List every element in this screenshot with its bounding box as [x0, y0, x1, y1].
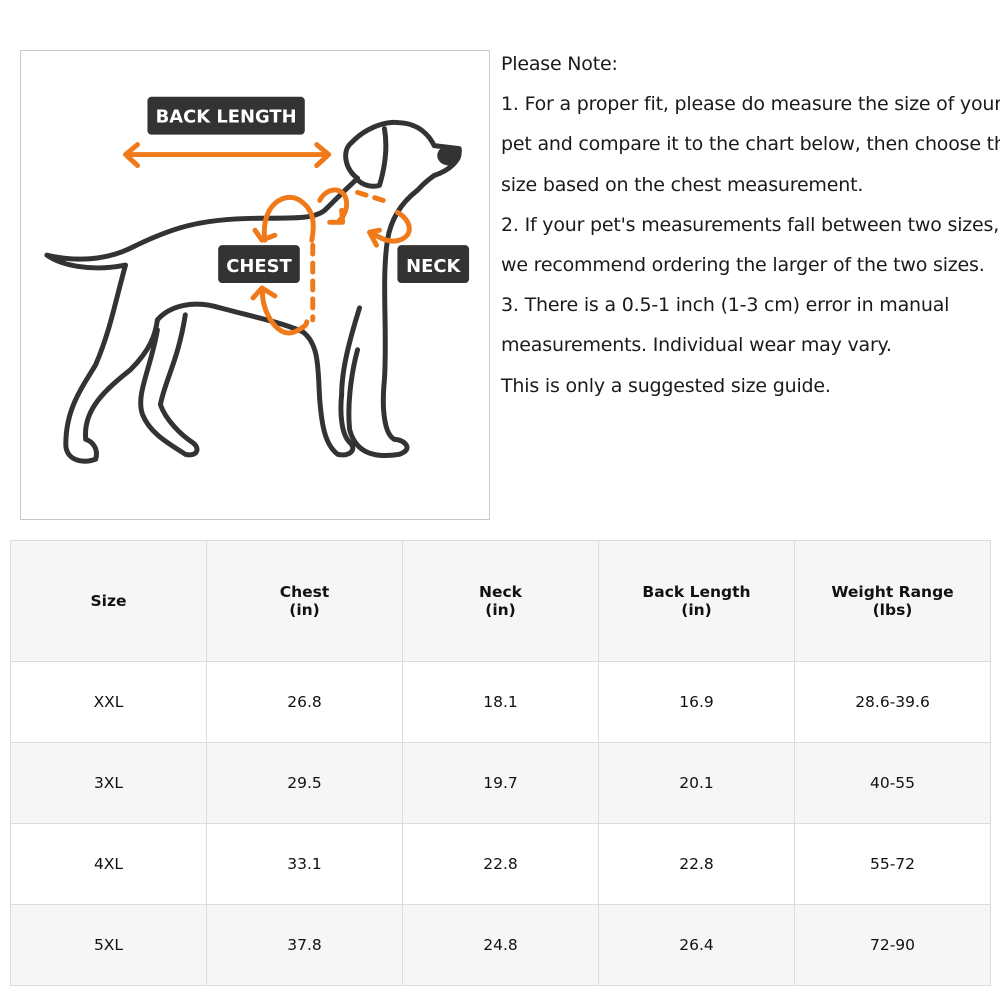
- label-back-length: BACK LENGTH: [147, 96, 305, 135]
- header-back-length: Back Length (in): [598, 540, 795, 662]
- note-line: 1. For a proper fit, please do measure t…: [501, 93, 1000, 116]
- header-weight-range: Weight Range (lbs): [794, 540, 991, 662]
- table-row: 3XL 29.5 19.7 20.1 40-55: [10, 742, 991, 824]
- header-neck: Neck (in): [402, 540, 599, 662]
- cell-size: 3XL: [10, 742, 207, 824]
- cell-chest: 26.8: [206, 661, 403, 743]
- cell-size: 4XL: [10, 823, 207, 905]
- note-line: 3. There is a 0.5-1 inch (1-3 cm) error …: [501, 294, 950, 317]
- header-chest: Chest (in): [206, 540, 403, 662]
- table-row: XXL 26.8 18.1 16.9 28.6-39.6: [10, 661, 991, 743]
- cell-neck: 24.8: [402, 904, 599, 986]
- label-neck: NECK: [397, 245, 470, 284]
- cell-size: 5XL: [10, 904, 207, 986]
- table-row: 5XL 37.8 24.8 26.4 72-90: [10, 904, 991, 986]
- label-chest: CHEST: [218, 245, 300, 284]
- table-header-row: Size Chest (in) Neck (in) Back Length (in) …: [10, 540, 991, 662]
- dog-outline-illustration: BACK LENGTH CHEST NECK: [44, 96, 470, 464]
- back-length-label: BACK LENGTH: [156, 107, 297, 128]
- note-line: pet and compare it to the chart below, t…: [501, 133, 1000, 156]
- cell-back-length: 26.4: [598, 904, 795, 986]
- size-chart-table: Size Chest (in) Neck (in) Back Length (in) …: [10, 540, 991, 986]
- cell-back-length: 16.9: [598, 661, 795, 743]
- cell-neck: 18.1: [402, 661, 599, 743]
- dog-measurement-diagram: BACK LENGTH CHEST NECK: [20, 50, 490, 520]
- note-line: size based on the chest measurement.: [501, 173, 864, 196]
- measurement-arrows: [123, 142, 412, 336]
- dog-nose-icon: [437, 145, 462, 166]
- header-size: Size: [10, 540, 207, 662]
- cell-weight: 55-72: [794, 823, 991, 905]
- table-row: 4XL 33.1 22.8 22.8 55-72: [10, 823, 991, 905]
- note-line: measurements. Individual wear may vary.: [501, 334, 892, 357]
- cell-chest: 29.5: [206, 742, 403, 824]
- cell-neck: 19.7: [402, 742, 599, 824]
- neck-label: NECK: [406, 256, 461, 277]
- cell-size: XXL: [10, 661, 207, 743]
- note-line: we recommend ordering the larger of the …: [501, 254, 985, 277]
- chest-label: CHEST: [226, 256, 292, 277]
- cell-weight: 72-90: [794, 904, 991, 986]
- cell-chest: 37.8: [206, 904, 403, 986]
- cell-back-length: 20.1: [598, 742, 795, 824]
- cell-chest: 33.1: [206, 823, 403, 905]
- cell-weight: 40-55: [794, 742, 991, 824]
- notes-title: Please Note:: [501, 53, 618, 75]
- cell-weight: 28.6-39.6: [794, 661, 991, 743]
- note-line: 2. If your pet's measurements fall betwe…: [501, 213, 1000, 236]
- size-notes: Please Note: 1. For a proper fit, please…: [501, 44, 1000, 406]
- cell-back-length: 22.8: [598, 823, 795, 905]
- note-line: This is only a suggested size guide.: [501, 374, 831, 397]
- cell-neck: 22.8: [402, 823, 599, 905]
